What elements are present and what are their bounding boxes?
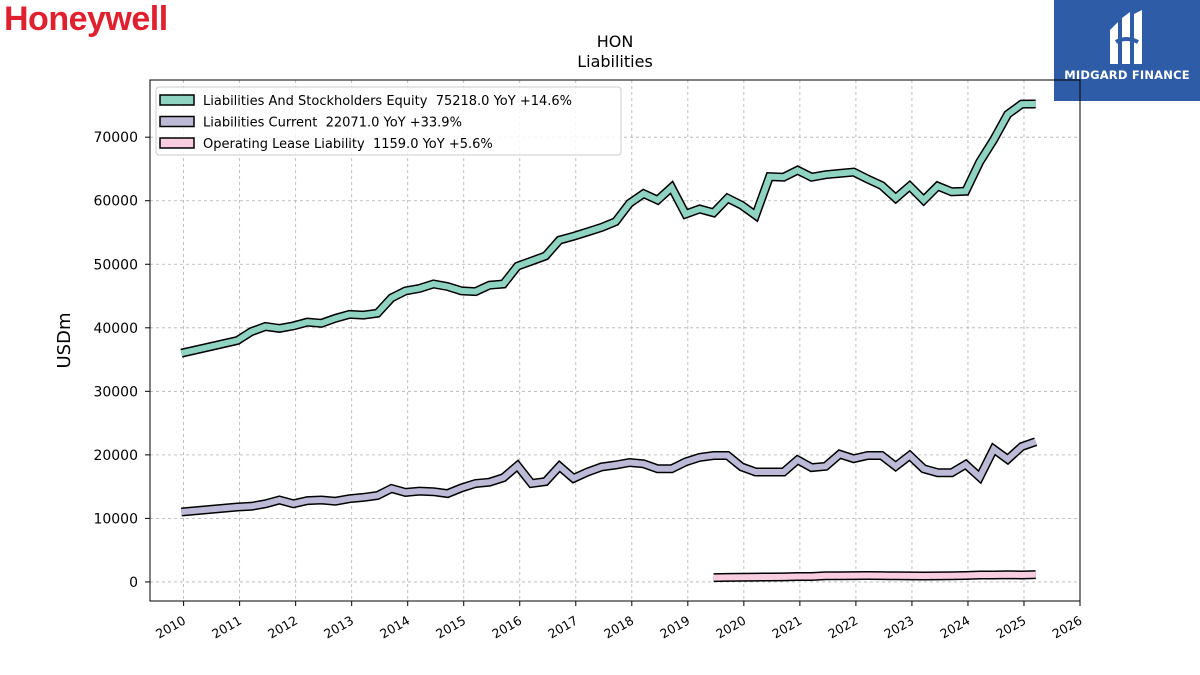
x-tick-label: 2018 xyxy=(601,613,636,642)
series-line-1 xyxy=(180,101,1036,357)
x-tick-label: 2011 xyxy=(209,613,244,642)
series-line-3 xyxy=(713,571,1036,581)
y-tick-label: 0 xyxy=(129,575,138,591)
legend-swatch xyxy=(159,94,195,106)
legend-label: Operating Lease Liability 1159.0 YoY +5.… xyxy=(203,137,493,152)
legend-label: Liabilities Current 22071.0 YoY +33.9% xyxy=(203,116,462,131)
x-tick-label: 2013 xyxy=(321,613,356,642)
x-tick-label: 2020 xyxy=(713,613,748,642)
x-tick-label: 2024 xyxy=(937,613,972,642)
x-tick-label: 2022 xyxy=(825,613,860,642)
legend: Liabilities And Stockholders Equity 7521… xyxy=(155,86,622,156)
chart-title: HON xyxy=(596,32,634,51)
y-tick-label: 40000 xyxy=(93,321,138,337)
x-tick-label: 2019 xyxy=(657,613,692,642)
y-axis-label: USDm xyxy=(54,313,75,369)
x-tick-label: 2012 xyxy=(265,613,300,642)
x-tick-label: 2021 xyxy=(769,613,804,642)
y-tick-label: 60000 xyxy=(93,194,138,210)
x-tick-label: 2014 xyxy=(377,613,412,642)
x-tick-label: 2017 xyxy=(545,613,580,642)
y-tick-label: 10000 xyxy=(93,511,138,527)
x-tick-label: 2025 xyxy=(993,613,1028,642)
x-tick-label: 2010 xyxy=(153,613,188,642)
x-tick-label: 2015 xyxy=(433,613,468,642)
y-tick-label: 70000 xyxy=(93,130,138,146)
x-tick-label: 2026 xyxy=(1049,613,1084,642)
x-tick-label: 2023 xyxy=(881,613,916,642)
series-line-2 xyxy=(181,438,1037,515)
legend-label: Liabilities And Stockholders Equity 7521… xyxy=(203,94,572,109)
legend-swatch xyxy=(159,137,195,149)
legend-swatch xyxy=(159,115,195,128)
honeywell-logo: Honeywell xyxy=(4,0,168,38)
midgard-finance-watermark: MIDGARD FINANCE xyxy=(1054,0,1200,101)
y-tick-label: 50000 xyxy=(93,257,138,273)
chart-subtitle: Liabilities xyxy=(577,52,653,71)
x-tick-label: 2016 xyxy=(489,613,524,642)
y-tick-label: 20000 xyxy=(93,448,138,464)
watermark-text: MIDGARD FINANCE xyxy=(1064,68,1190,82)
y-tick-label: 30000 xyxy=(93,384,138,400)
plot-frame xyxy=(149,79,1081,602)
midgard-logo-icon xyxy=(1110,10,1142,64)
legend-box xyxy=(155,86,622,156)
